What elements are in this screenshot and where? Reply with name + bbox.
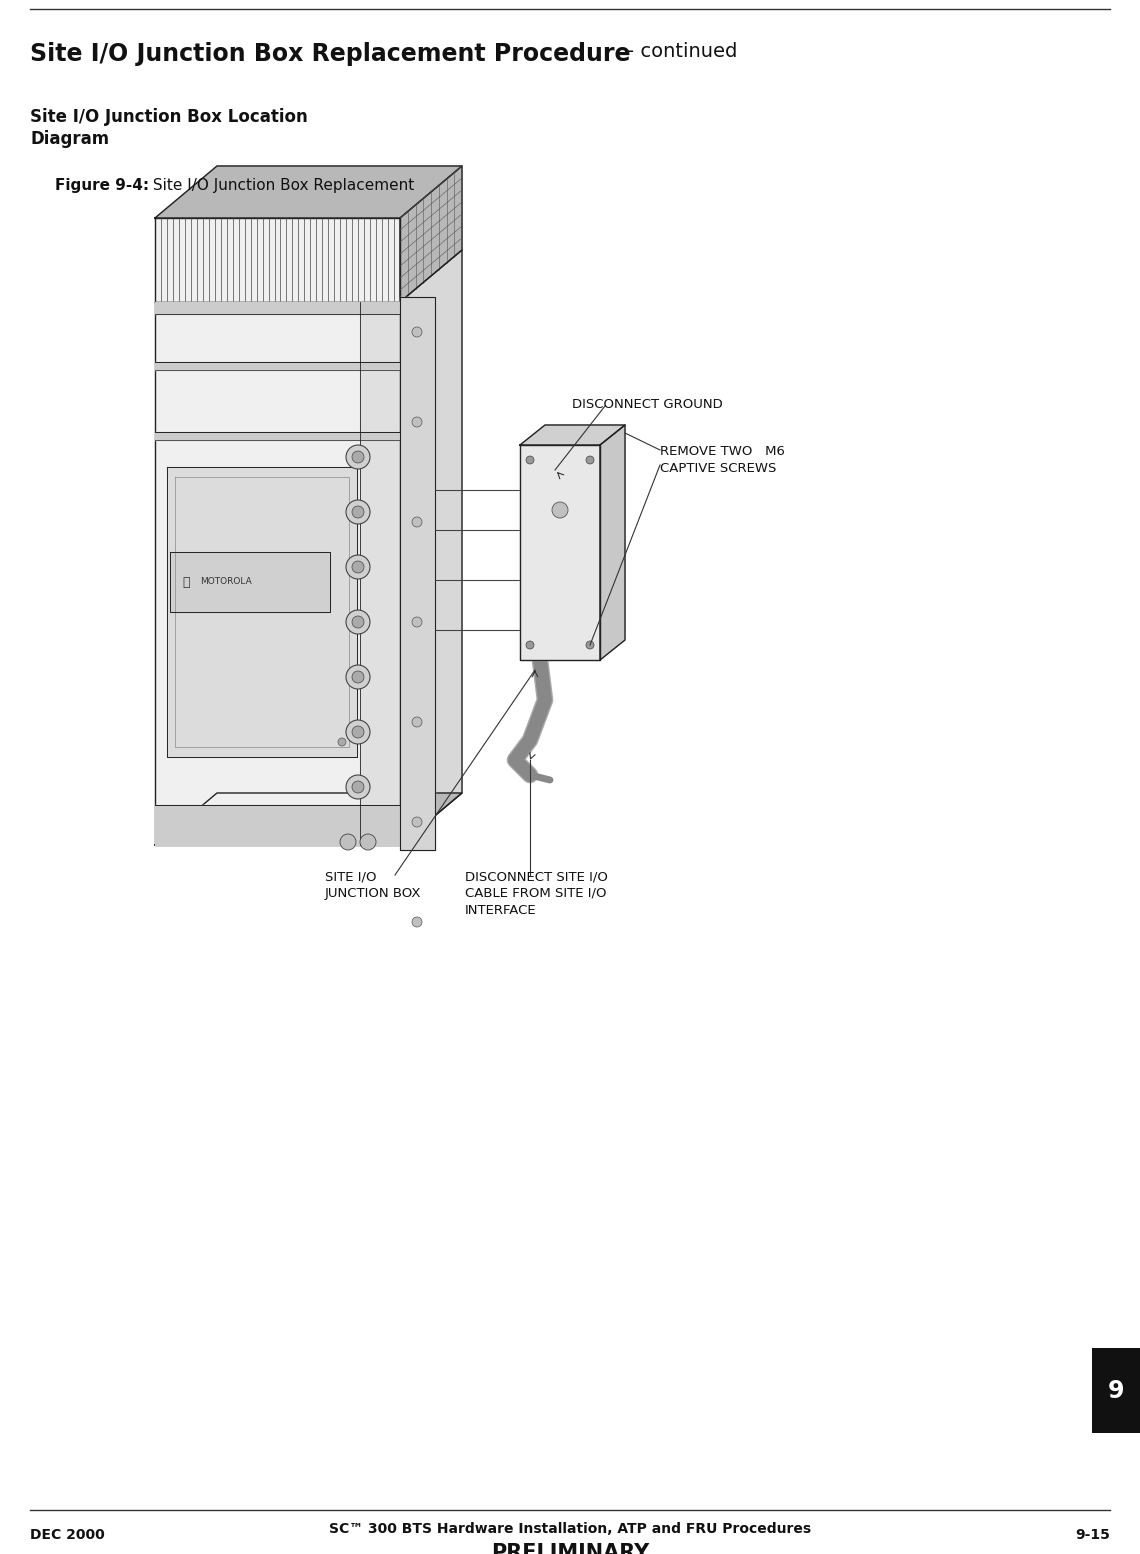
Text: Site I/O Junction Box Location: Site I/O Junction Box Location bbox=[30, 107, 308, 126]
Circle shape bbox=[412, 416, 422, 427]
Polygon shape bbox=[400, 250, 462, 845]
Text: 9: 9 bbox=[1108, 1378, 1124, 1403]
Polygon shape bbox=[155, 218, 400, 301]
Circle shape bbox=[586, 640, 594, 650]
Text: CAPTIVE SCREWS: CAPTIVE SCREWS bbox=[660, 462, 776, 476]
Polygon shape bbox=[400, 297, 435, 850]
Circle shape bbox=[347, 611, 370, 634]
Polygon shape bbox=[155, 805, 400, 845]
Polygon shape bbox=[155, 166, 462, 218]
Text: 9-15: 9-15 bbox=[1075, 1528, 1110, 1542]
Text: Site I/O Junction Box Replacement: Site I/O Junction Box Replacement bbox=[148, 179, 414, 193]
Circle shape bbox=[347, 665, 370, 688]
Circle shape bbox=[586, 455, 594, 465]
Circle shape bbox=[412, 617, 422, 626]
Text: REMOVE TWO   M6: REMOVE TWO M6 bbox=[660, 444, 784, 458]
Polygon shape bbox=[360, 301, 400, 845]
Text: DISCONNECT GROUND: DISCONNECT GROUND bbox=[572, 398, 723, 410]
Polygon shape bbox=[400, 166, 462, 301]
Circle shape bbox=[347, 775, 370, 799]
Text: CABLE FROM SITE I/O: CABLE FROM SITE I/O bbox=[465, 887, 606, 900]
Circle shape bbox=[352, 507, 364, 517]
Text: SC™ 300 BTS Hardware Installation, ATP and FRU Procedures: SC™ 300 BTS Hardware Installation, ATP a… bbox=[329, 1521, 811, 1535]
Circle shape bbox=[347, 720, 370, 744]
Polygon shape bbox=[600, 424, 625, 660]
Text: INTERFACE: INTERFACE bbox=[465, 904, 537, 917]
Polygon shape bbox=[520, 424, 625, 444]
Circle shape bbox=[352, 561, 364, 573]
Text: JUNCTION BOX: JUNCTION BOX bbox=[325, 887, 422, 900]
Polygon shape bbox=[155, 301, 400, 314]
Polygon shape bbox=[155, 301, 400, 845]
Text: SITE I/O: SITE I/O bbox=[325, 870, 376, 883]
Circle shape bbox=[412, 917, 422, 928]
Circle shape bbox=[347, 500, 370, 524]
Circle shape bbox=[347, 555, 370, 580]
Circle shape bbox=[352, 782, 364, 793]
Text: MOTOROLA: MOTOROLA bbox=[200, 578, 252, 586]
Circle shape bbox=[352, 726, 364, 738]
Polygon shape bbox=[520, 444, 600, 660]
Text: Ⓜ: Ⓜ bbox=[182, 575, 189, 589]
Circle shape bbox=[526, 640, 534, 650]
Polygon shape bbox=[170, 552, 329, 612]
Polygon shape bbox=[155, 432, 400, 440]
Bar bbox=[1092, 1347, 1140, 1433]
Polygon shape bbox=[155, 793, 462, 845]
Text: PRELIMINARY: PRELIMINARY bbox=[491, 1543, 649, 1554]
Polygon shape bbox=[155, 362, 400, 370]
Text: Diagram: Diagram bbox=[30, 131, 109, 148]
Circle shape bbox=[352, 615, 364, 628]
Circle shape bbox=[347, 444, 370, 469]
Circle shape bbox=[337, 738, 347, 746]
Circle shape bbox=[412, 517, 422, 527]
Circle shape bbox=[360, 834, 376, 850]
Circle shape bbox=[352, 671, 364, 684]
Circle shape bbox=[412, 817, 422, 827]
Polygon shape bbox=[166, 468, 357, 757]
Text: Site I/O Junction Box Replacement Procedure: Site I/O Junction Box Replacement Proced… bbox=[30, 42, 630, 65]
Circle shape bbox=[352, 451, 364, 463]
Text: DEC 2000: DEC 2000 bbox=[30, 1528, 105, 1542]
Text: Figure 9-4:: Figure 9-4: bbox=[55, 179, 149, 193]
Circle shape bbox=[340, 834, 356, 850]
Text: – continued: – continued bbox=[618, 42, 738, 61]
Circle shape bbox=[526, 455, 534, 465]
Circle shape bbox=[412, 716, 422, 727]
Text: DISCONNECT SITE I/O: DISCONNECT SITE I/O bbox=[465, 870, 608, 883]
Circle shape bbox=[552, 502, 568, 517]
Circle shape bbox=[412, 326, 422, 337]
